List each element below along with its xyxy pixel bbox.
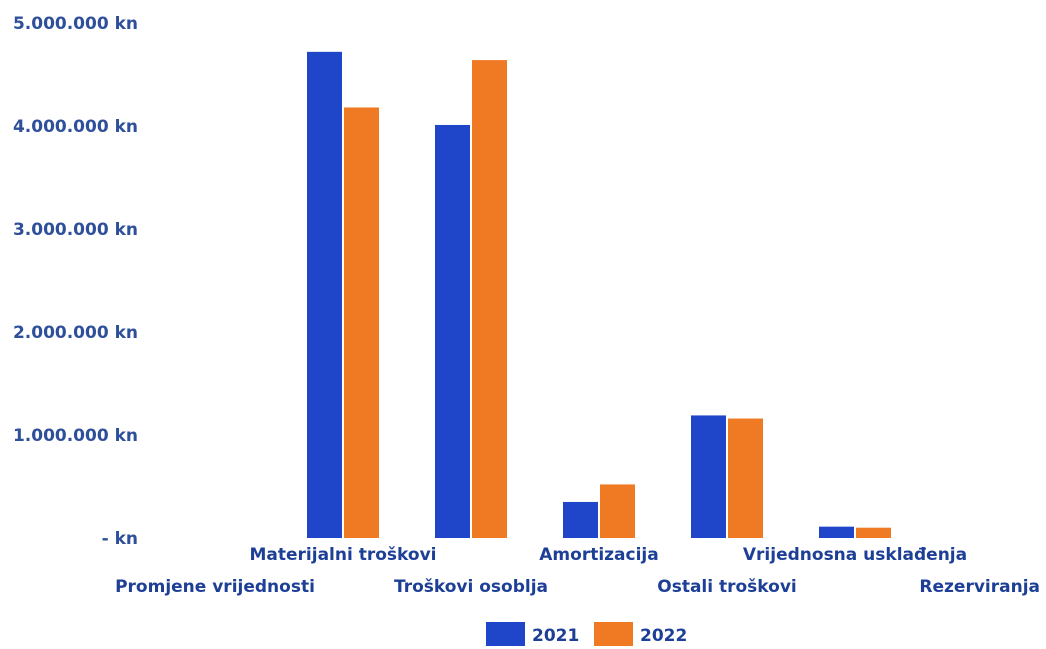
y-tick-label: 3.000.000 kn <box>13 220 138 240</box>
legend-swatch-2021 <box>486 622 525 646</box>
category-label: Ostali troškovi <box>657 577 797 597</box>
bar-2022-1 <box>344 107 379 539</box>
bar-2021-3 <box>563 501 598 538</box>
bar-2022-3 <box>600 484 635 538</box>
bar-2021-1 <box>307 51 342 539</box>
legend-label: 2022 <box>640 626 687 646</box>
category-label: Rezerviranja <box>919 577 1040 597</box>
bar-2022-4 <box>728 418 763 538</box>
legend-label: 2021 <box>532 626 579 646</box>
y-tick-label: 4.000.000 kn <box>13 117 138 137</box>
bar-2021-2 <box>435 124 470 538</box>
category-label: Amortizacija <box>539 545 658 565</box>
bar-2021-5 <box>819 526 854 538</box>
bar-2022-5 <box>856 527 891 538</box>
category-label: Vrijednosna usklađenja <box>743 545 967 565</box>
category-label: Troškovi osoblja <box>394 577 548 597</box>
bar-2022-2 <box>472 60 507 539</box>
bar-2021-4 <box>691 415 726 538</box>
y-tick-label: - kn <box>102 529 138 549</box>
x-axis: Promjene vrijednosti Materijalni troškovi… <box>115 545 1040 597</box>
y-tick-label: 2.000.000 kn <box>13 323 138 343</box>
bars <box>307 51 891 539</box>
category-label: Promjene vrijednosti <box>115 577 315 597</box>
y-axis: - kn 1.000.000 kn 2.000.000 kn 3.000.000 kn… <box>13 14 138 549</box>
legend: 2021 2022 <box>486 622 687 646</box>
category-label: Materijalni troškovi <box>250 545 437 565</box>
legend-swatch-2022 <box>594 622 633 646</box>
y-tick-label: 1.000.000 kn <box>13 426 138 446</box>
y-tick-label: 5.000.000 kn <box>13 14 138 34</box>
